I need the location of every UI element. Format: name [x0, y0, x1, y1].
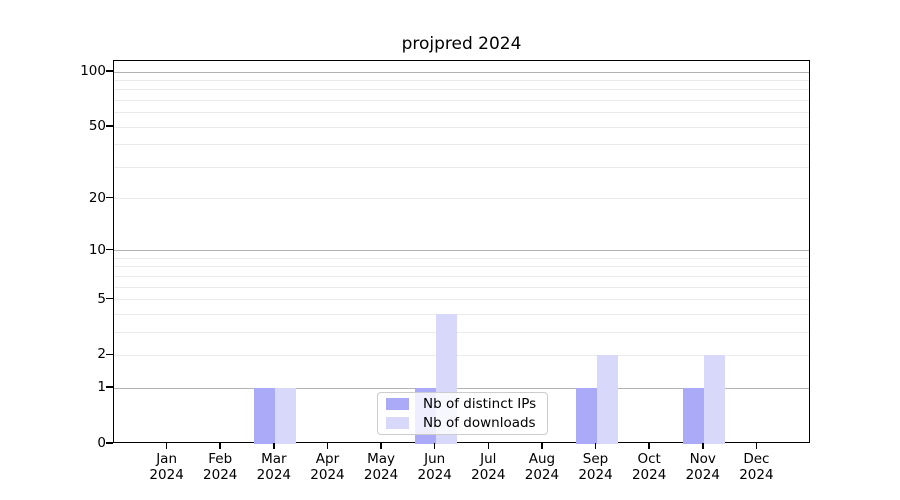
- gridline-minor: [114, 275, 809, 277]
- gridline-minor: [114, 299, 809, 301]
- x-tick-year: 2024: [471, 467, 506, 483]
- y-tick-mark: [106, 248, 113, 251]
- x-tick-mark: [433, 443, 436, 449]
- gridline-minor: [114, 79, 809, 81]
- y-tick-label: 0: [97, 435, 106, 451]
- gridline-minor: [114, 166, 809, 168]
- gridline-minor: [114, 257, 809, 259]
- x-tick-mark: [702, 443, 704, 449]
- y-tick-mark: [106, 442, 113, 444]
- x-tick-mark: [165, 443, 168, 449]
- bar-distinct-ips-nov: [682, 388, 704, 444]
- y-tick-mark: [106, 70, 113, 72]
- x-tick-year: 2024: [203, 467, 238, 483]
- x-tick-mark: [326, 443, 329, 449]
- x-tick-year: 2024: [363, 467, 399, 483]
- y-tick-mark: [106, 196, 113, 199]
- x-tick-mark: [648, 443, 650, 449]
- x-tick-year: 2024: [417, 467, 452, 483]
- gridline-minor: [114, 354, 809, 356]
- legend-label: Nb of distinct IPs: [423, 395, 537, 412]
- legend-item-downloads: Nb of downloads: [386, 414, 539, 431]
- y-tick-mark: [106, 297, 113, 300]
- y-tick-label: 1: [97, 379, 106, 396]
- x-tick-label: Dec 2024: [728, 451, 784, 483]
- gridline-minor: [114, 112, 809, 114]
- bar-distinct-ips-mar: [253, 388, 275, 444]
- gridline-minor: [114, 331, 809, 333]
- x-tick-mark: [541, 443, 543, 449]
- x-tick-mark: [594, 443, 597, 449]
- x-tick-mark: [219, 443, 221, 449]
- bar-distinct-ips-sep: [575, 388, 597, 444]
- chart-title: projpred 2024: [401, 34, 522, 54]
- y-tick-mark: [106, 386, 113, 388]
- x-tick-mark: [380, 443, 382, 449]
- x-tick-year: 2024: [685, 467, 720, 483]
- x-tick-label: Aug 2024: [514, 451, 570, 483]
- x-tick-label: Apr 2024: [299, 451, 355, 483]
- legend-swatch-downloads-icon: [386, 417, 409, 429]
- gridline-major: [114, 71, 809, 73]
- gridline-minor: [114, 144, 809, 146]
- legend-label: Nb of downloads: [423, 414, 536, 431]
- legend-swatch-distinct-ips-icon: [386, 398, 409, 410]
- x-tick-year: 2024: [310, 467, 345, 483]
- gridline-minor: [114, 286, 809, 288]
- x-tick-year: 2024: [149, 467, 184, 483]
- gridline-minor: [114, 99, 809, 101]
- bar-downloads-mar: [274, 388, 296, 444]
- gridline-minor: [114, 198, 809, 200]
- y-tick-label: 20: [88, 189, 106, 206]
- plot-area: [113, 60, 810, 444]
- gridline-minor: [114, 126, 809, 128]
- x-tick-label: Oct 2024: [621, 451, 677, 483]
- gridline-minor: [114, 313, 809, 315]
- x-tick-year: 2024: [578, 467, 613, 483]
- x-tick-label: Jun 2024: [407, 451, 463, 483]
- y-tick-label: 50: [88, 118, 106, 135]
- x-tick-label: Nov 2024: [675, 451, 731, 483]
- x-tick-label: Mar 2024: [246, 451, 302, 483]
- x-tick-label: Feb 2024: [192, 451, 248, 483]
- bar-downloads-sep: [596, 355, 618, 444]
- bar-downloads-nov: [703, 355, 725, 444]
- gridline-minor: [114, 266, 809, 268]
- y-tick-label: 2: [97, 346, 106, 363]
- x-tick-label: Sep 2024: [568, 451, 624, 483]
- x-tick-label: May 2024: [353, 451, 409, 483]
- x-tick-label: Jan 2024: [139, 451, 195, 483]
- x-tick-label: Jul 2024: [460, 451, 516, 483]
- x-tick-mark: [487, 443, 490, 449]
- y-tick-mark: [106, 125, 113, 127]
- gridline-major: [114, 387, 809, 389]
- x-tick-year: 2024: [631, 467, 667, 483]
- gridline-major: [114, 250, 809, 252]
- y-tick-label: 10: [88, 241, 106, 258]
- legend-item-distinct-ips: Nb of distinct IPs: [386, 395, 539, 412]
- x-tick-year: 2024: [256, 467, 292, 483]
- x-tick-year: 2024: [739, 467, 774, 483]
- legend: Nb of distinct IPs Nb of downloads: [377, 392, 548, 435]
- x-tick-year: 2024: [524, 467, 560, 483]
- y-tick-label: 5: [97, 290, 106, 307]
- x-tick-mark: [755, 443, 758, 449]
- x-tick-mark: [273, 443, 275, 449]
- y-tick-label: 100: [80, 63, 106, 79]
- y-tick-mark: [106, 353, 113, 356]
- gridline-minor: [114, 89, 809, 91]
